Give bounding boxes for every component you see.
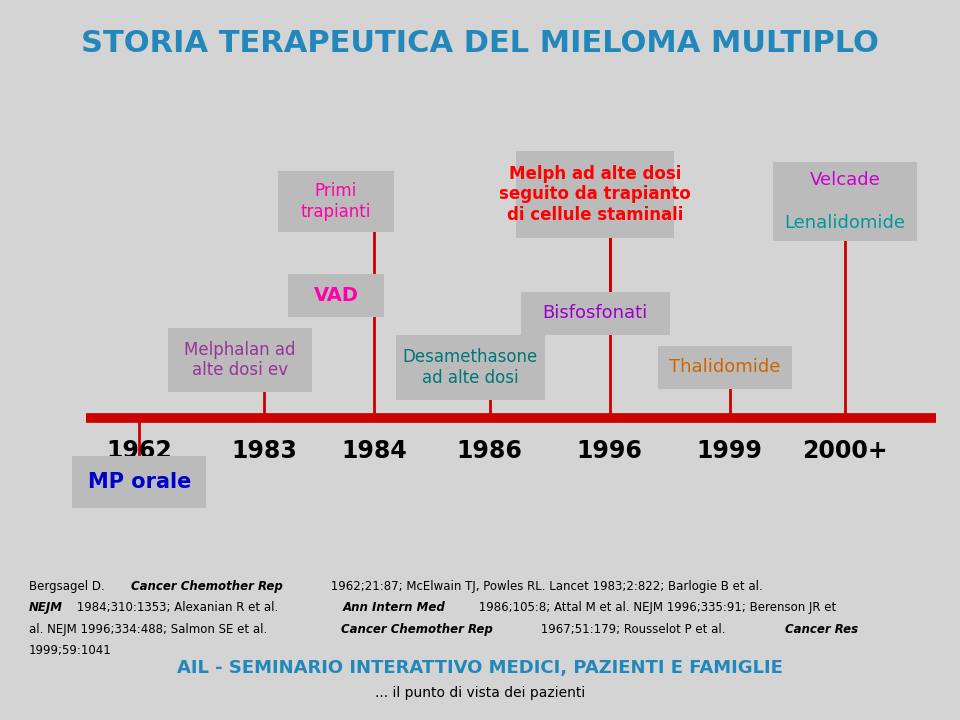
Text: AIL - SEMINARIO INTERATTIVO MEDICI, PAZIENTI E FAMIGLIE: AIL - SEMINARIO INTERATTIVO MEDICI, PAZI… <box>177 660 783 677</box>
Text: Bergsagel D.: Bergsagel D. <box>29 580 108 593</box>
Text: VAD: VAD <box>314 286 358 305</box>
Text: 1986: 1986 <box>457 439 522 463</box>
Text: NEJM: NEJM <box>29 601 62 614</box>
Text: 1983: 1983 <box>231 439 297 463</box>
Text: 1984;310:1353; Alexanian R et al.: 1984;310:1353; Alexanian R et al. <box>73 601 281 614</box>
FancyBboxPatch shape <box>520 292 670 335</box>
Text: 1984: 1984 <box>342 439 407 463</box>
Text: Cancer Chemother Rep: Cancer Chemother Rep <box>132 580 283 593</box>
Text: Primi
trapianti: Primi trapianti <box>300 182 372 221</box>
Text: al. NEJM 1996;334:488; Salmon SE et al.: al. NEJM 1996;334:488; Salmon SE et al. <box>29 623 271 636</box>
Text: 1996: 1996 <box>577 439 642 463</box>
Text: Thalidomide: Thalidomide <box>669 358 780 376</box>
FancyBboxPatch shape <box>773 162 917 241</box>
Text: 1962: 1962 <box>107 439 172 463</box>
Text: Lenalidomide: Lenalidomide <box>784 215 905 232</box>
FancyBboxPatch shape <box>72 456 206 508</box>
Text: MP orale: MP orale <box>87 472 191 492</box>
Text: Melph ad alte dosi
seguito da trapianto
di cellule staminali: Melph ad alte dosi seguito da trapianto … <box>499 165 691 224</box>
Text: Bisfosfonati: Bisfosfonati <box>542 304 648 323</box>
Text: 1967;51:179; Rousselot P et al.: 1967;51:179; Rousselot P et al. <box>537 623 729 636</box>
Text: ... il punto di vista dei pazienti: ... il punto di vista dei pazienti <box>374 685 586 700</box>
FancyBboxPatch shape <box>516 151 674 238</box>
FancyBboxPatch shape <box>396 335 544 400</box>
Text: STORIA TERAPEUTICA DEL MIELOMA MULTIPLO: STORIA TERAPEUTICA DEL MIELOMA MULTIPLO <box>81 29 879 58</box>
FancyBboxPatch shape <box>278 171 394 232</box>
Text: 2000+: 2000+ <box>802 439 888 463</box>
Text: 1986;105:8; Attal M et al. NEJM 1996;335:91; Berenson JR et: 1986;105:8; Attal M et al. NEJM 1996;335… <box>475 601 836 614</box>
Text: Ann Intern Med: Ann Intern Med <box>343 601 445 614</box>
Text: 1962;21:87; McElwain TJ, Powles RL. Lancet 1983;2:822; Barlogie B et al.: 1962;21:87; McElwain TJ, Powles RL. Lanc… <box>327 580 763 593</box>
Text: Velcade: Velcade <box>809 171 880 189</box>
Text: Cancer Res: Cancer Res <box>785 623 858 636</box>
FancyBboxPatch shape <box>288 274 384 317</box>
Text: 1999: 1999 <box>697 439 762 463</box>
FancyBboxPatch shape <box>658 346 792 389</box>
Text: 1999;59:1041: 1999;59:1041 <box>29 644 111 657</box>
Text: Cancer Chemother Rep: Cancer Chemother Rep <box>341 623 492 636</box>
FancyBboxPatch shape <box>168 328 312 392</box>
Text: Desamethasone
ad alte dosi: Desamethasone ad alte dosi <box>403 348 538 387</box>
Text: Melphalan ad
alte dosi ev: Melphalan ad alte dosi ev <box>184 341 296 379</box>
